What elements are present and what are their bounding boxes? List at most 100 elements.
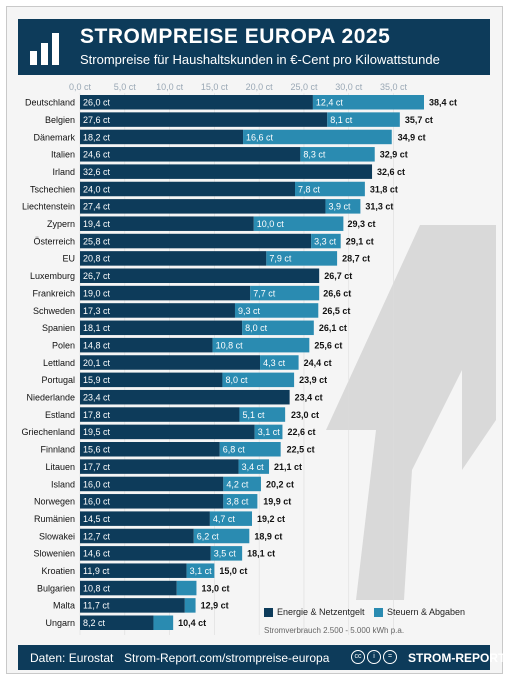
total-label: 29,1 ct [346,236,374,246]
bar-label-taxes: 3,9 ct [328,202,351,212]
category-label: Litauen [45,462,75,472]
category-label: Kroatien [41,566,75,576]
bar-taxes [242,320,314,336]
category-label: Frankreich [32,288,75,298]
bar-label-taxes: 9,3 ct [238,306,261,316]
category-label: Island [51,479,75,489]
category-label: Spanien [42,323,75,333]
bar-taxes [254,424,283,440]
x-tick-label: 20,0 ct [246,82,274,92]
bar-taxes [311,233,341,249]
bar-chart-logo-icon [30,33,59,65]
total-label: 15,0 ct [219,566,247,576]
bar-energy [80,164,373,179]
category-label: Finnland [40,445,75,455]
category-label: Italien [51,150,75,160]
bar-label-energy: 17,8 ct [83,410,111,420]
bar-label-energy: 15,9 ct [83,375,111,385]
legend-taxes: Steuern & Abgaben [374,607,465,618]
total-label: 26,1 ct [319,323,347,333]
bar-taxes [260,355,299,370]
bar-label-energy: 14,8 ct [83,340,111,350]
bar-label-taxes: 3,1 ct [258,427,281,437]
total-label: 31,8 ct [370,184,398,194]
total-label: 32,9 ct [380,150,408,160]
bar-taxes [222,372,295,388]
bar-energy [80,598,185,613]
bar-taxes [210,546,243,561]
bar-energy [80,563,187,578]
bar-label-energy: 26,0 ct [83,98,111,108]
total-label: 12,9 ct [201,601,229,611]
category-label: Bulgarien [37,583,75,593]
bar-energy [80,112,328,127]
legend-label-energy: Energie & Netzentgelt [277,607,365,617]
license-icons: cc i = [351,650,399,664]
footer-url-link[interactable]: Strom-Report.com/strompreise-europa [124,651,330,665]
category-label: Niederlande [26,393,75,403]
total-label: 32,6 ct [377,167,405,177]
legend-swatch-taxes [374,608,383,618]
bar-taxes [223,476,261,492]
legend-swatch-energy [264,608,273,618]
bar-label-taxes: 7,9 ct [269,254,292,264]
total-label: 35,7 ct [405,115,433,125]
bar-taxes [184,598,196,613]
category-label: Ungarn [45,618,75,628]
bar-taxes [234,303,319,318]
bar-taxes [295,181,365,197]
bar-energy [80,615,154,630]
category-label: Deutschland [25,98,75,108]
x-tick-label: 25,0 ct [290,82,318,92]
total-label: 19,2 ct [257,514,285,524]
x-tick-label: 10,0 ct [156,82,184,92]
category-label: Griechenland [21,427,75,437]
bar-taxes [153,615,174,630]
bar-label-energy: 19,5 ct [83,427,111,437]
bar-energy [80,355,261,370]
total-label: 26,7 ct [324,271,352,281]
category-label: Rumänien [34,514,75,524]
cc-icon: cc [351,650,365,664]
bar-taxes [300,147,375,162]
header-banner: STROMPREISE EUROPA 2025 Strompreise für … [18,19,490,75]
page-title: STROMPREISE EUROPA 2025 [80,25,391,48]
attribution-icon: i [367,650,381,664]
x-tick-label: 5,0 ct [114,82,137,92]
total-label: 23,4 ct [295,393,323,403]
footer-source: Daten: Eurostat [30,651,114,665]
page-subtitle: Strompreise für Haushaltskunden in €-Cen… [80,52,440,67]
bar-label-energy: 16,0 ct [83,497,111,507]
total-label: 18,1 ct [247,549,275,559]
bar-label-energy: 10,8 ct [83,583,111,593]
total-label: 24,4 ct [304,358,332,368]
bar-energy [80,199,326,214]
bar-energy [80,372,223,388]
bar-energy [80,546,211,561]
bar-label-energy: 11,7 ct [83,601,110,611]
bar-label-energy: 18,1 ct [83,323,111,333]
total-label: 13,0 ct [201,583,229,593]
x-tick-label: 15,0 ct [201,82,229,92]
category-label: Portugal [41,375,75,385]
bar-label-taxes: 8,0 ct [245,323,268,333]
bar-label-taxes: 3,4 ct [242,462,265,472]
bar-taxes [223,494,258,509]
bar-taxes [243,129,392,145]
bar-label-taxes: 8,0 ct [225,375,248,385]
bar-energy [80,494,224,509]
total-label: 28,7 ct [342,254,370,264]
category-label: Dänemark [33,132,75,142]
bar-label-energy: 16,0 ct [83,479,111,489]
total-label: 10,4 ct [178,618,206,628]
total-label: 26,5 ct [322,306,350,316]
category-label: Liechtenstein [22,202,75,212]
bar-energy [80,389,290,405]
category-label: Tschechien [30,184,75,194]
bar-taxes [193,528,250,544]
bar-energy [80,129,244,145]
x-tick-label: 30,0 ct [335,82,363,92]
bar-label-energy: 25,8 ct [83,236,111,246]
bar-label-taxes: 10,8 ct [216,340,244,350]
category-label: Österreich [33,236,75,246]
